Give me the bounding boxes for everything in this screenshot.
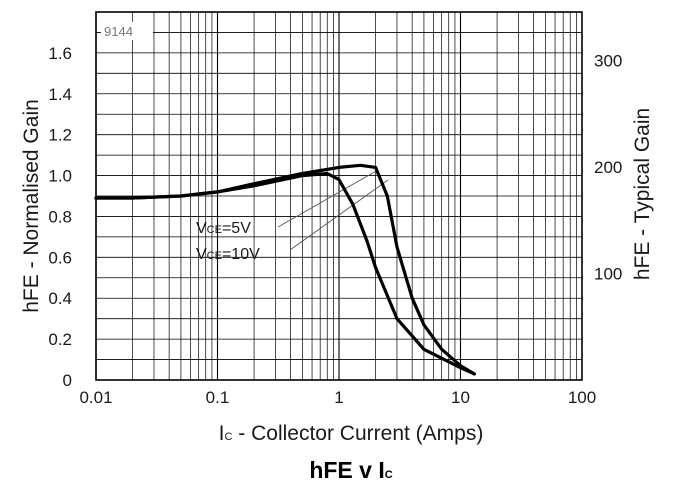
callout-line-vce-10v [289, 179, 389, 251]
x-axis-title-rest: - Collector Current (Amps) [232, 422, 483, 445]
x-tick-label: 1 [334, 388, 343, 407]
chart-title: hFE v IC [309, 457, 392, 483]
y-left-tick-label: 1.4 [48, 85, 72, 104]
series-label-vce-10v: VCE=10V [196, 246, 260, 263]
y-left-tick-label: 1.2 [48, 126, 72, 145]
series-lines [94, 163, 476, 376]
series-label-vce-5v: VCE=5V [196, 220, 251, 237]
x-axis-title-i: I [219, 422, 225, 445]
x-tick-label: 100 [568, 388, 596, 407]
y-left-tick-labels: 0 0.2 0.4 0.6 0.8 1.0 1.2 1.4 1.6 [48, 44, 72, 390]
y-left-tick-label: 1.0 [48, 167, 72, 186]
x-tick-labels: 0.01 0.1 1 10 100 [79, 388, 596, 407]
callout-line-vce-5v [277, 169, 379, 228]
y-left-tick-label: 0 [63, 371, 72, 390]
y-axis-right-title: hFE - Typical Gain [631, 108, 654, 280]
y-left-tick-label: 0.2 [48, 330, 72, 349]
series-label-v: V [196, 246, 207, 263]
x-tick-label: 0.01 [79, 388, 112, 407]
series-line-vce-10v [94, 171, 476, 376]
plot-border [95, 11, 583, 381]
y-right-tick-label: 100 [594, 265, 622, 284]
x-axis-title: IC - Collector Current (Amps) [219, 422, 484, 445]
x-tick-label: 10 [451, 388, 470, 407]
series-label-rest: =10V [222, 246, 260, 263]
series-label-sub: CE [207, 224, 222, 236]
y-right-tick-label: 200 [594, 158, 622, 177]
y-right-tick-labels: 100 200 300 [594, 52, 622, 284]
series-callout-lines [277, 169, 389, 251]
y-left-tick-label: 0.6 [48, 248, 72, 267]
series-label-v: V [196, 220, 207, 237]
chart-title-main: hFE v I [309, 457, 384, 483]
series-label-rest: =5V [222, 220, 251, 237]
figure-code: 9144 [104, 24, 133, 39]
y-left-tick-label: 0.8 [48, 207, 72, 226]
chart-title-sub: C [385, 469, 393, 481]
x-axis-title-sub: C [225, 431, 233, 443]
series-label-sub: CE [207, 250, 222, 262]
grid [95, 12, 582, 380]
y-left-tick-label: 0.4 [48, 289, 72, 308]
y-axis-left-title: hFE - Normalised Gain [20, 99, 43, 313]
y-right-tick-label: 300 [594, 52, 622, 71]
figure-code-background [101, 22, 153, 40]
y-left-tick-label: 1.6 [48, 44, 72, 63]
x-tick-label: 0.1 [206, 388, 230, 407]
